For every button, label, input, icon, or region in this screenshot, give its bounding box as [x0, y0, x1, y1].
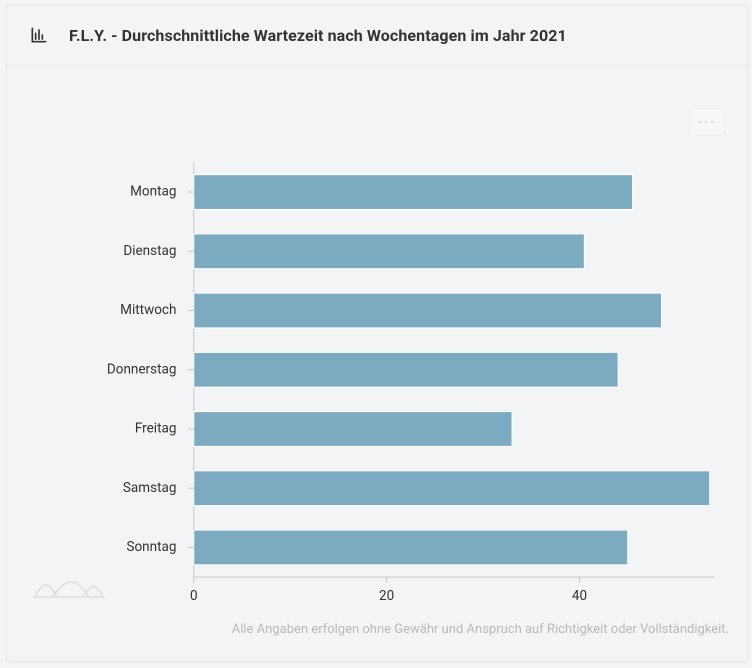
svg-text:0: 0: [190, 588, 198, 604]
svg-text:40: 40: [572, 588, 587, 604]
y-axis-label: Samstag: [123, 480, 177, 496]
chart-svg: 0 20 40 Montag Dienstag Mittwoch Donnerstag Fre…: [7, 66, 747, 606]
bar: [194, 471, 710, 506]
plot-area: 0 20 40 Montag Dienstag Mittwoch Donnerstag Fre…: [7, 66, 747, 606]
y-axis-label: Sonntag: [126, 539, 176, 555]
y-axis-label: Mittwoch: [120, 302, 176, 318]
y-axis-label: Dienstag: [123, 243, 176, 259]
chart-title: F.L.Y. - Durchschnittliche Wartezeit nac…: [69, 26, 567, 45]
bar: [194, 530, 628, 565]
bar: [194, 293, 662, 328]
chart-menu-button[interactable]: ···: [689, 108, 725, 136]
brand-logo-icon: [33, 575, 105, 601]
svg-text:20: 20: [379, 588, 394, 604]
bar: [194, 352, 618, 387]
y-axis-label: Montag: [130, 184, 176, 200]
bar-chart-icon: [29, 25, 49, 45]
y-axis-label: Freitag: [135, 421, 177, 437]
bar: [194, 412, 512, 447]
disclaimer-text: Alle Angaben erfolgen ohne Gewähr und An…: [232, 622, 729, 637]
chart-card: F.L.Y. - Durchschnittliche Wartezeit nac…: [6, 4, 748, 662]
bar: [194, 175, 633, 210]
y-axis-label: Donnerstag: [107, 361, 177, 377]
card-header: F.L.Y. - Durchschnittliche Wartezeit nac…: [7, 5, 747, 66]
bar: [194, 234, 585, 269]
